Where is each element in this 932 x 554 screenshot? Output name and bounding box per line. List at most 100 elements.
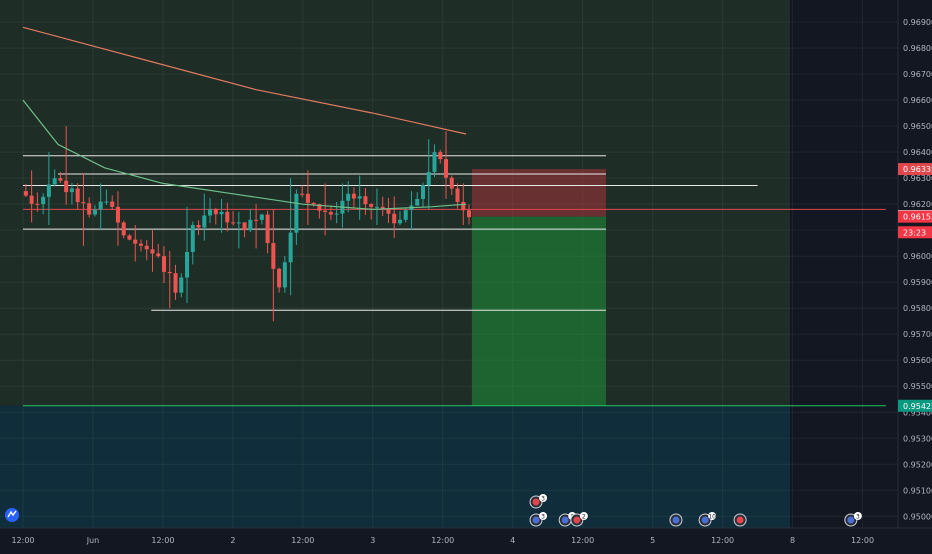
candle-body xyxy=(64,180,69,193)
event-marker-count: 3 xyxy=(856,514,860,521)
stop-loss-zone xyxy=(471,169,606,217)
candle-body xyxy=(231,222,236,224)
candle-body xyxy=(323,210,328,213)
candle-body xyxy=(351,193,356,199)
zone-lower xyxy=(0,405,790,528)
candle-body xyxy=(208,209,213,216)
candle-body xyxy=(277,268,282,288)
event-marker-flag-icon xyxy=(672,516,680,524)
candle-body xyxy=(225,211,230,223)
event-marker-count: 3 xyxy=(541,514,545,521)
event-marker-count-badge xyxy=(853,512,862,520)
price-marker-badge xyxy=(898,163,932,176)
price-marker-badge xyxy=(898,210,932,223)
candle-body xyxy=(69,188,74,193)
price-marker-badge xyxy=(898,226,932,239)
candle-body xyxy=(236,222,241,224)
candle-body xyxy=(369,204,374,207)
event-marker-flag-icon xyxy=(532,516,540,524)
event-marker-flag-icon xyxy=(701,516,709,524)
candle-body xyxy=(380,206,385,210)
time-tick-label: 12:00 xyxy=(11,536,34,545)
candle-body xyxy=(121,222,126,236)
candle-body xyxy=(288,232,293,263)
candle-body xyxy=(190,224,195,252)
candle-body xyxy=(449,177,454,189)
candle-body xyxy=(415,198,420,206)
candle-body xyxy=(46,184,51,197)
event-marker-count-badge xyxy=(539,512,548,520)
event-marker-count-badge xyxy=(579,512,588,520)
event-marker-count: 3 xyxy=(541,496,545,503)
zone-upper xyxy=(0,0,790,406)
candle-body xyxy=(305,193,310,203)
candle-body xyxy=(156,253,161,257)
candle-body xyxy=(202,215,207,228)
time-tick-label: 3 xyxy=(370,536,375,545)
candle-body xyxy=(75,188,80,203)
candle-body xyxy=(23,191,28,196)
event-marker-count-badge xyxy=(708,512,717,520)
candle-body xyxy=(81,202,86,204)
moving-average-line-1 xyxy=(22,26,467,135)
event-marker-count: 2 xyxy=(582,514,586,521)
candle-body xyxy=(357,196,362,199)
candle-body xyxy=(127,235,132,240)
take-profit-zone xyxy=(471,216,606,406)
candle-body xyxy=(386,209,391,214)
candle-body xyxy=(346,193,351,201)
candle-body xyxy=(35,203,40,205)
candle-body xyxy=(254,219,259,221)
candle-body xyxy=(403,210,408,220)
candle-body xyxy=(248,219,253,231)
event-marker-flag-icon xyxy=(736,516,744,524)
logo-glyph-icon xyxy=(7,510,17,518)
candle-body xyxy=(455,188,460,202)
candle-body xyxy=(92,209,97,215)
candle-body xyxy=(41,196,46,205)
candle-body xyxy=(173,273,178,293)
candle-body xyxy=(185,251,190,278)
price-axis xyxy=(898,0,932,550)
time-tick-label: 12:00 xyxy=(851,536,874,545)
time-tick-label: Jun xyxy=(86,536,100,545)
candle-body xyxy=(461,201,466,211)
candle-body xyxy=(196,224,201,228)
event-marker-count: 10 xyxy=(708,514,716,521)
candle-body xyxy=(443,159,449,178)
candle-body xyxy=(334,213,339,215)
candle-body xyxy=(104,201,109,203)
zone-future xyxy=(790,0,898,528)
candle-body xyxy=(144,245,149,250)
time-tick-label: 12:00 xyxy=(711,536,734,545)
candle-body xyxy=(311,202,316,205)
candle-body xyxy=(179,277,184,293)
tradingview-logo-icon xyxy=(5,508,19,522)
candle-body xyxy=(363,196,368,205)
time-tick-label: 5 xyxy=(650,536,655,545)
time-tick-label: 12:00 xyxy=(151,536,174,545)
time-tick-label: 12:00 xyxy=(431,536,454,545)
candle-body xyxy=(110,201,115,207)
time-tick-label: 4 xyxy=(510,536,515,545)
time-tick-label: 12:00 xyxy=(571,536,594,545)
candle-body xyxy=(213,209,218,215)
